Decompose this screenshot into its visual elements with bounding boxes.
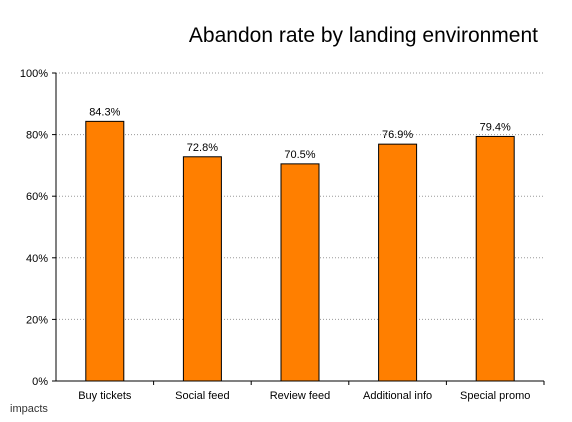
bar: [475, 135, 515, 382]
x-tick-label: Social feed: [175, 390, 229, 402]
y-tick-label: 20%: [26, 314, 48, 326]
chart-title: Abandon rate by landing environment: [188, 24, 538, 47]
data-label: 76.9%: [382, 129, 413, 141]
x-tick-label: Buy tickets: [78, 390, 132, 402]
bar: [182, 156, 222, 382]
data-label: 79.4%: [480, 121, 511, 133]
x-tick-label: Special promo: [460, 390, 530, 402]
x-tick-label: Additional info: [363, 390, 432, 402]
bar: [280, 163, 320, 382]
data-label: 72.8%: [187, 142, 218, 154]
impacts-logo: impacts: [10, 403, 48, 415]
y-tick-label: 100%: [20, 68, 48, 80]
y-tick-label: 60%: [26, 191, 48, 203]
bar: [378, 143, 418, 382]
x-tick-label: Review feed: [270, 390, 331, 402]
labels: 0% 20% 40% 60% 80% 100% 84.3% Buy tickets 72.8% S…: [20, 68, 531, 402]
y-tick-label: 0%: [32, 376, 48, 388]
data-label: 84.3%: [89, 106, 120, 118]
bars: [85, 120, 515, 382]
y-tick-label: 40%: [26, 253, 48, 265]
data-label: 70.5%: [284, 149, 315, 161]
y-tick-label: 80%: [26, 130, 48, 142]
bar: [85, 120, 125, 382]
